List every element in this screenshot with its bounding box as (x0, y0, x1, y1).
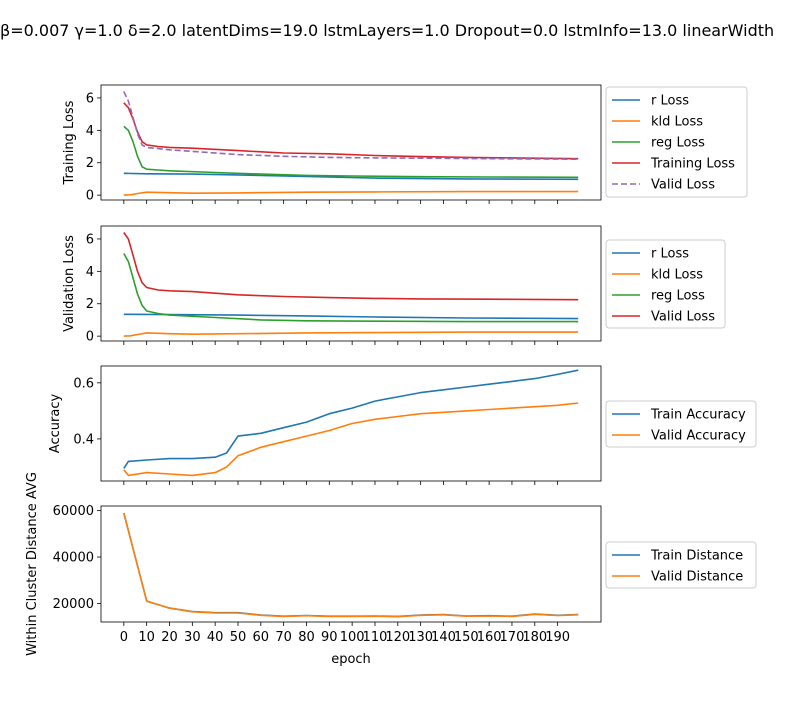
legend-label: Training Loss (650, 157, 735, 172)
x-tick-label: 110 (363, 630, 388, 645)
x-tick-label: 70 (275, 630, 292, 645)
axes-frame (100, 225, 602, 342)
y-tick-label: 40000 (53, 551, 94, 566)
series-line-r-loss (123, 172, 579, 181)
legend: r Loss kld Loss reg Loss Valid Loss (605, 239, 726, 329)
subplot-1: 0 2 4 6 Training Loss r Loss kld Loss reg Loss T… (62, 84, 748, 204)
x-tick-label: 120 (385, 630, 410, 645)
x-tick-label: 150 (454, 630, 479, 645)
subplot-4: 20000 40000 60000 0 10 20 30 40 50 60 70 80 90 100110… (25, 472, 757, 656)
series-line-reg-loss (123, 253, 579, 323)
y-tick-label: 4 (86, 265, 94, 280)
x-tick-label: 20 (161, 630, 178, 645)
subplot-3: 0.4 0.6 Accuracy Train Accuracy Valid Accura… (48, 365, 757, 485)
x-tick-label: 180 (522, 630, 547, 645)
axes-frame (100, 365, 602, 482)
x-tick-label: 40 (207, 630, 224, 645)
legend-label: r Loss (651, 247, 689, 262)
axes-frame (100, 505, 602, 623)
y-tick-label: 0 (86, 330, 94, 345)
legend-label: Valid Loss (651, 178, 715, 193)
series-line-valid-loss (123, 91, 579, 160)
y-tick-label: 6 (86, 91, 94, 106)
series-line-train-accuracy (123, 369, 579, 469)
y-tick-label: 0.4 (73, 432, 94, 447)
x-tick-label: 30 (184, 630, 201, 645)
y-axis-label: Validation Loss (62, 235, 77, 332)
x-tick-label: 0 (120, 630, 128, 645)
y-axis-label: Within Cluster Distance AVG (25, 472, 40, 656)
x-tick-label: 170 (500, 630, 525, 645)
legend-box (605, 239, 726, 329)
legend: Train Accuracy Valid Accuracy (605, 400, 757, 448)
x-tick-label: 10 (138, 630, 155, 645)
series-line-reg-loss (123, 125, 579, 179)
y-tick-label: 0.6 (73, 376, 94, 391)
x-tick-label: 80 (298, 630, 315, 645)
x-tick-label: 50 (230, 630, 247, 645)
y-tick-label: 4 (86, 124, 94, 139)
legend-box (605, 86, 748, 198)
y-axis-label: Training Loss (62, 100, 77, 185)
series-line-valid-accuracy (123, 402, 579, 477)
subplots: 0 2 4 6 Training Loss r Loss kld Loss reg Loss T… (25, 84, 757, 656)
legend: Train Distance Valid Distance (605, 541, 757, 589)
y-tick-label: 20000 (53, 597, 94, 612)
legend-label: Train Accuracy (650, 408, 746, 423)
legend-label: reg Loss (651, 289, 705, 304)
legend-box (605, 541, 757, 589)
x-tick-label: 130 (408, 630, 433, 645)
series-line-kld-loss (123, 190, 579, 196)
y-tick-label: 6 (86, 232, 94, 247)
x-tick-label: 90 (321, 630, 338, 645)
legend: r Loss kld Loss reg Loss Training Loss Valid… (605, 86, 748, 198)
y-tick-label: 60000 (53, 504, 94, 519)
x-tick-label: 60 (253, 630, 270, 645)
series-line-valid-distance (123, 512, 579, 618)
x-axis-label: epoch (331, 652, 371, 667)
figure-title: β=0.007 γ=1.0 δ=2.0 latentDims=19.0 lstm… (0, 21, 774, 40)
y-tick-label: 2 (86, 297, 94, 312)
legend-label: Valid Loss (651, 310, 715, 325)
x-tick-label: 160 (477, 630, 502, 645)
legend-label: r Loss (651, 94, 689, 109)
legend-label: reg Loss (651, 136, 705, 151)
legend-label: Train Distance (650, 549, 743, 564)
series-line-valid-loss (123, 232, 579, 301)
legend-box (605, 400, 757, 448)
x-tick-label: 190 (545, 630, 570, 645)
x-tick-label: 100 (340, 630, 365, 645)
y-tick-label: 2 (86, 156, 94, 171)
subplot-2: 0 2 4 6 Validation Loss r Loss kld Loss reg Los… (62, 225, 726, 345)
y-axis-label: Accuracy (48, 394, 63, 454)
legend-label: kld Loss (651, 115, 703, 130)
legend-label: Valid Distance (651, 570, 743, 585)
series-line-kld-loss (123, 331, 579, 337)
legend-label: Valid Accuracy (651, 429, 746, 444)
legend-label: kld Loss (651, 268, 703, 283)
axes-frame (100, 84, 602, 201)
y-tick-label: 0 (86, 189, 94, 204)
x-tick-label: 140 (431, 630, 456, 645)
